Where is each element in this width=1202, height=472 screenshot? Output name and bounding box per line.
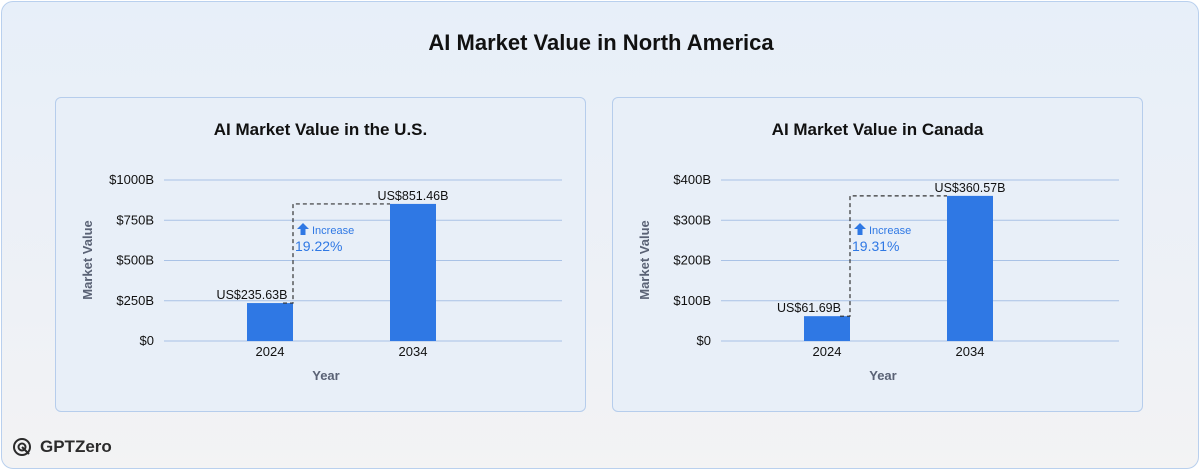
- bar-value-label: US$851.46B: [378, 189, 449, 203]
- us-chart-panel: AI Market Value in the U.S. $0 $250B $500B…: [55, 97, 586, 412]
- y-tick-label: $750B: [116, 212, 154, 227]
- arrow-up-icon: [297, 223, 309, 235]
- y-tick-label: $300B: [673, 212, 711, 227]
- increase-connector: [840, 195, 947, 317]
- us-chart-title: AI Market Value in the U.S.: [213, 120, 428, 139]
- x-tick-label: 2024: [813, 344, 842, 359]
- y-tick-label: $100B: [673, 293, 711, 308]
- bar-value-label: US$61.69B: [777, 301, 841, 315]
- x-axis-title: Year: [312, 368, 339, 383]
- canada-chart-panel: AI Market Value in Canada $0 $100B $200B $3…: [612, 97, 1143, 412]
- increase-label: Increase: [312, 225, 354, 237]
- brand-footer: GPTZero: [12, 437, 112, 457]
- y-tick-label: $1000B: [109, 172, 154, 187]
- main-title: AI Market Value in North America: [428, 30, 774, 55]
- y-tick-label: $500B: [116, 253, 154, 268]
- gptzero-logo-icon: [13, 438, 31, 456]
- canada-chart-title: AI Market Value in Canada: [771, 120, 984, 139]
- bar-2034: [947, 195, 993, 341]
- x-axis-title: Year: [869, 368, 896, 383]
- bar-2024: [247, 303, 293, 341]
- increase-percent: 19.22%: [295, 238, 342, 254]
- increase-connector: [283, 203, 390, 304]
- y-axis-title: Market Value: [80, 220, 95, 300]
- brand-name: GPTZero: [40, 437, 112, 456]
- increase-percent: 19.31%: [852, 238, 899, 254]
- bar-2034: [390, 203, 436, 341]
- us-bar-chart: $0 $250B $500B $750B $1000B US$235.63B 2024 US$…: [80, 172, 562, 383]
- y-axis-title: Market Value: [637, 220, 652, 300]
- y-tick-label: $0: [697, 333, 711, 348]
- x-tick-label: 2024: [256, 344, 285, 359]
- x-tick-label: 2034: [956, 344, 985, 359]
- y-tick-label: $250B: [116, 293, 154, 308]
- canada-bar-chart: $0 $100B $200B $300B $400B US$61.69B 2024 US$36…: [637, 172, 1119, 383]
- x-tick-label: 2034: [399, 344, 428, 359]
- y-tick-label: $0: [140, 333, 154, 348]
- bar-2024: [804, 316, 850, 341]
- increase-label: Increase: [869, 225, 911, 237]
- bar-value-label: US$360.57B: [935, 181, 1006, 195]
- y-tick-label: $400B: [673, 172, 711, 187]
- arrow-up-icon: [854, 223, 866, 235]
- bar-value-label: US$235.63B: [217, 288, 288, 302]
- y-tick-label: $200B: [673, 253, 711, 268]
